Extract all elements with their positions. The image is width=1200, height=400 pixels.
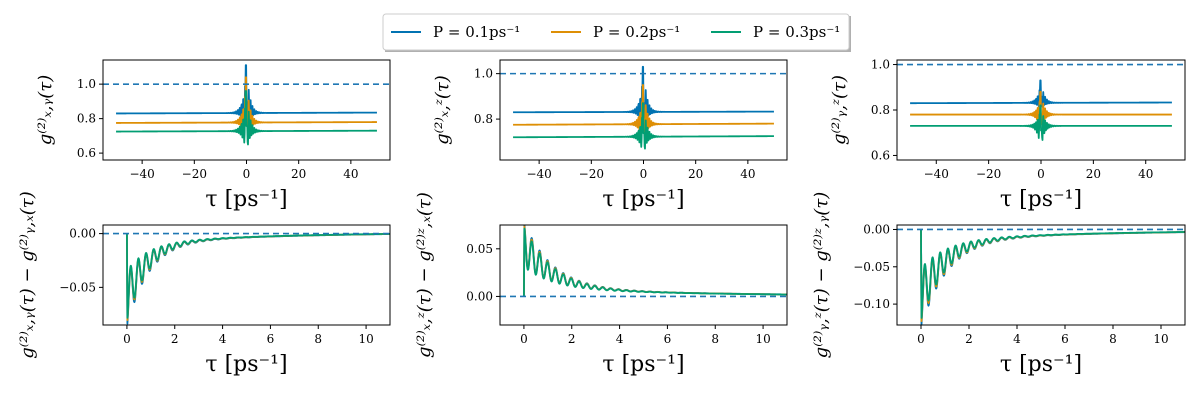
y-tick-label-gxy-2: 1.0 bbox=[77, 77, 96, 91]
x-tick-label-dxz-1: 2 bbox=[568, 332, 576, 346]
x-tick-label-gxy-0: −40 bbox=[129, 167, 154, 181]
x-tick-label-dxy-2: 4 bbox=[219, 332, 227, 346]
x-tick-label-dxz-2: 4 bbox=[616, 332, 624, 346]
panels: −40 −20 0 20 400.60.81.0τ [ps⁻¹]g⁽²⁾ₓ,ᵧ(τ)−4… bbox=[17, 58, 1186, 377]
x-tick-label-dyz-0: 0 bbox=[917, 332, 925, 346]
x-axis-label-gxz: τ [ps⁻¹] bbox=[602, 187, 684, 212]
y-tick-label-gyz-0: 0.6 bbox=[871, 148, 890, 162]
series-line-dxz-1 bbox=[523, 225, 787, 297]
x-tick-label-gxz-1: −20 bbox=[579, 167, 604, 181]
x-tick-label-dyz-2: 4 bbox=[1013, 332, 1021, 346]
series-line-gxy-2 bbox=[115, 90, 378, 146]
legend: P = 0.1ps⁻¹ P = 0.2ps⁻¹ P = 0.3ps⁻¹ bbox=[382, 13, 851, 52]
x-tick-label-gxy-1: −20 bbox=[182, 167, 207, 181]
x-tick-label-gxz-4: 40 bbox=[740, 167, 755, 181]
x-tick-label-gyz-1: −20 bbox=[976, 167, 1001, 181]
series-line-dyz-0 bbox=[920, 229, 1185, 325]
legend-label-1: P = 0.2ps⁻¹ bbox=[593, 23, 680, 41]
x-tick-label-gxz-3: 20 bbox=[688, 167, 703, 181]
x-tick-label-dxy-3: 6 bbox=[267, 332, 275, 346]
x-tick-label-dxy-4: 8 bbox=[314, 332, 322, 346]
series-line-dxy-1 bbox=[126, 233, 390, 322]
plot-area-gxz bbox=[500, 65, 787, 150]
x-tick-label-gyz-4: 40 bbox=[1138, 167, 1153, 181]
x-tick-label-dxy-0: 0 bbox=[123, 332, 131, 346]
panel-gxz: −40 −20 0 20 40 0.8 1.0 τ [ps⁻¹] g⁽²⁾ₓ,ᶻ(τ) bbox=[432, 59, 788, 212]
x-tick-label-dxz-0: 0 bbox=[520, 332, 528, 346]
series-line-dxy-2 bbox=[126, 232, 390, 319]
x-tick-label-dyz-1: 2 bbox=[965, 332, 973, 346]
x-tick-label-gyz-2: 0 bbox=[1037, 167, 1045, 181]
x-tick-label-dyz-4: 8 bbox=[1109, 332, 1117, 346]
axes-frame-dxy bbox=[102, 224, 391, 326]
y-tick-label-dxz-0: 0.00 bbox=[466, 289, 493, 303]
y-tick-label-dxy-1: −0.05 bbox=[59, 280, 96, 294]
series-line-gxz-2 bbox=[512, 102, 775, 150]
y-axis-label-gyz: g⁽²⁾ᵧ,ᶻ(τ) bbox=[829, 75, 850, 145]
x-tick-label-gxy-2: 0 bbox=[243, 167, 251, 181]
y-axis-label-gxy: g⁽²⁾ₓ,ᵧ(τ) bbox=[35, 75, 56, 145]
y-tick-label-dyz-1: −0.05 bbox=[853, 260, 890, 274]
panel-gyz: −40 −20 0 20 40 0.6 0.8 1.0 τ [ps⁻¹] g⁽²⁾ᵧ,ᶻ(τ) bbox=[829, 58, 1186, 212]
x-tick-label-dxz-3: 6 bbox=[664, 332, 672, 346]
x-tick-label-dyz-5: 10 bbox=[1153, 332, 1168, 346]
series-line-dyz-2 bbox=[920, 229, 1185, 319]
series-line-dxz-0 bbox=[523, 225, 787, 297]
panel-dyz: 0 2 4 6 8 10 0.00 −0.05 −0.10 τ [ps⁻¹] g⁽²⁾ᵧ,ᶻ(τ) … bbox=[811, 192, 1186, 377]
series-line-dxz-2 bbox=[523, 227, 787, 297]
y-axis-label-dyz: g⁽²⁾ᵧ,ᶻ(τ) − g⁽²⁾ᶻ,ᵧ(τ) bbox=[811, 192, 832, 359]
x-tick-label-gxz-0: −40 bbox=[526, 167, 551, 181]
plot-area-gyz bbox=[897, 63, 1185, 141]
x-axis-label-dxy: τ [ps⁻¹] bbox=[205, 352, 287, 377]
y-tick-label-gyz-1: 0.8 bbox=[871, 103, 890, 117]
y-tick-label-gxz-1: 1.0 bbox=[474, 67, 493, 81]
x-tick-label-gyz-0: −40 bbox=[924, 167, 949, 181]
x-axis-label-gyz: τ [ps⁻¹] bbox=[1000, 187, 1082, 212]
x-tick-label-gxz-2: 0 bbox=[640, 167, 648, 181]
legend-label-0: P = 0.1ps⁻¹ bbox=[433, 23, 520, 41]
series-line-gyz-2 bbox=[909, 104, 1173, 141]
y-axis-label-dxy: g⁽²⁾ₓ,ᵧ(τ) − g⁽²⁾ᵧ,ₓ(τ) bbox=[17, 191, 38, 358]
x-tick-label-dxz-4: 8 bbox=[711, 332, 719, 346]
axes-frame-dyz bbox=[896, 224, 1186, 326]
plot-area-dxz bbox=[500, 225, 787, 298]
y-tick-label-gxy-0: 0.6 bbox=[77, 146, 96, 160]
plot-area-dyz bbox=[897, 228, 1185, 325]
panel-gxy: −40 −20 0 20 40 0.6 0.8 1.0 τ [ps⁻¹] g⁽²⁾ₓ,ᵧ(τ) bbox=[35, 59, 391, 212]
plot-area-gxy bbox=[103, 64, 390, 146]
y-tick-label-dyz-0: 0.00 bbox=[863, 222, 890, 236]
y-tick-label-dxz-1: 0.05 bbox=[466, 242, 493, 256]
x-tick-label-dxz-5: 10 bbox=[755, 332, 770, 346]
x-axis-label-dxz: τ [ps⁻¹] bbox=[602, 352, 684, 377]
legend-label-2: P = 0.3ps⁻¹ bbox=[753, 23, 840, 41]
x-tick-label-dyz-3: 6 bbox=[1061, 332, 1069, 346]
series-line-dxy-0 bbox=[126, 233, 390, 325]
x-axis-label-dyz: τ [ps⁻¹] bbox=[1000, 352, 1082, 377]
y-axis-label-gxz: g⁽²⁾ₓ,ᶻ(τ) bbox=[432, 75, 453, 145]
legend-box bbox=[382, 13, 850, 51]
y-tick-label-gxy-1: 0.8 bbox=[77, 112, 96, 126]
plot-area-dxy bbox=[103, 232, 390, 325]
x-tick-label-gyz-3: 20 bbox=[1086, 167, 1101, 181]
axes-frame-dxz bbox=[499, 224, 788, 326]
panel-dxz: 0 2 4 6 8 10 0.00 0.05 τ [ps⁻¹] g⁽²⁾ₓ,ᶻ(τ) − g⁽²⁾… bbox=[414, 192, 788, 377]
y-tick-label-gxz-0: 0.8 bbox=[474, 112, 493, 126]
x-tick-label-dxy-1: 2 bbox=[171, 332, 179, 346]
panel-dxy: 0 2 4 6 8 10 0.00 −0.05 τ [ps⁻¹] g⁽²⁾ₓ,ᵧ(τ) − g⁽²… bbox=[17, 191, 391, 377]
y-tick-label-dxy-0: 0.00 bbox=[69, 227, 96, 241]
x-axis-label-gxy: τ [ps⁻¹] bbox=[205, 187, 287, 212]
y-tick-label-gyz-2: 1.0 bbox=[871, 58, 890, 72]
y-axis-label-dxz: g⁽²⁾ₓ,ᶻ(τ) − g⁽²⁾ᶻ,ₓ(τ) bbox=[414, 192, 435, 358]
series-line-dyz-1 bbox=[920, 229, 1185, 323]
x-tick-label-dxy-5: 10 bbox=[358, 332, 373, 346]
y-tick-label-dyz-2: −0.10 bbox=[853, 297, 890, 311]
x-tick-label-gxy-3: 20 bbox=[291, 167, 306, 181]
x-tick-label-gxy-4: 40 bbox=[343, 167, 358, 181]
